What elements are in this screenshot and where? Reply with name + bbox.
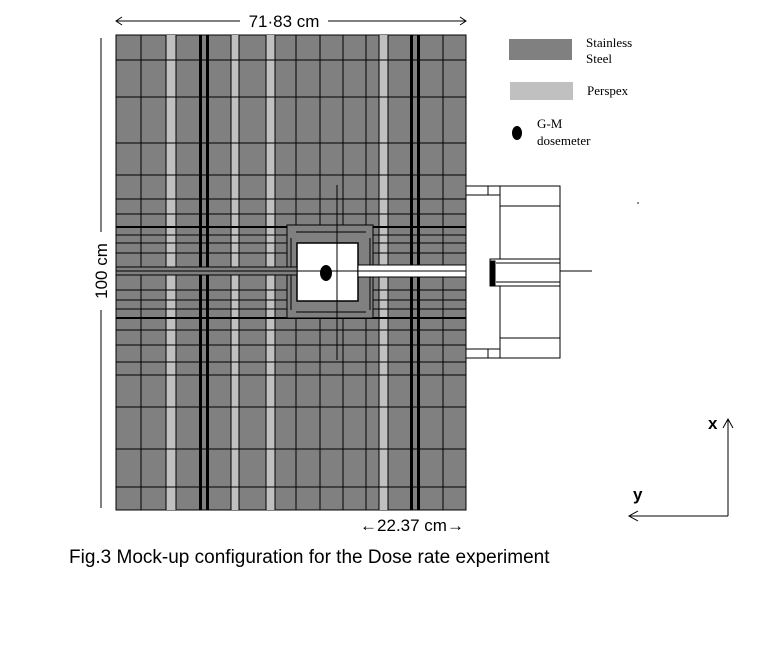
slab-assembly — [115, 34, 592, 511]
legend-label-steel-1: Stainless — [586, 35, 632, 50]
coordinate-axes — [627, 417, 734, 522]
legend-label-perspex: Perspex — [587, 83, 629, 98]
axis-x-label: x — [708, 414, 718, 433]
stray-dot — [637, 202, 639, 204]
figure-caption: Fig.3 Mock-up configuration for the Dose… — [69, 547, 550, 568]
gm-dosemeter — [320, 265, 332, 281]
legend-label-gm-2: dosemeter — [537, 133, 591, 148]
source-holder — [465, 185, 561, 359]
axis-y-label: y — [633, 485, 643, 504]
offset-label: ←22.37 cm→ — [360, 516, 464, 535]
width-label: 71·83 cm — [249, 12, 320, 31]
width-dimension — [115, 16, 467, 26]
height-label: 100 cm — [92, 243, 111, 299]
legend-swatch-perspex — [510, 82, 573, 100]
cavity-steps — [290, 231, 371, 313]
legend-label-gm-1: G-M — [537, 116, 563, 131]
legend: Stainless Steel Perspex G-M dosemeter — [509, 35, 632, 148]
legend-label-steel-2: Steel — [586, 51, 612, 66]
legend-symbol-gm — [512, 126, 522, 140]
legend-swatch-steel — [509, 39, 572, 60]
